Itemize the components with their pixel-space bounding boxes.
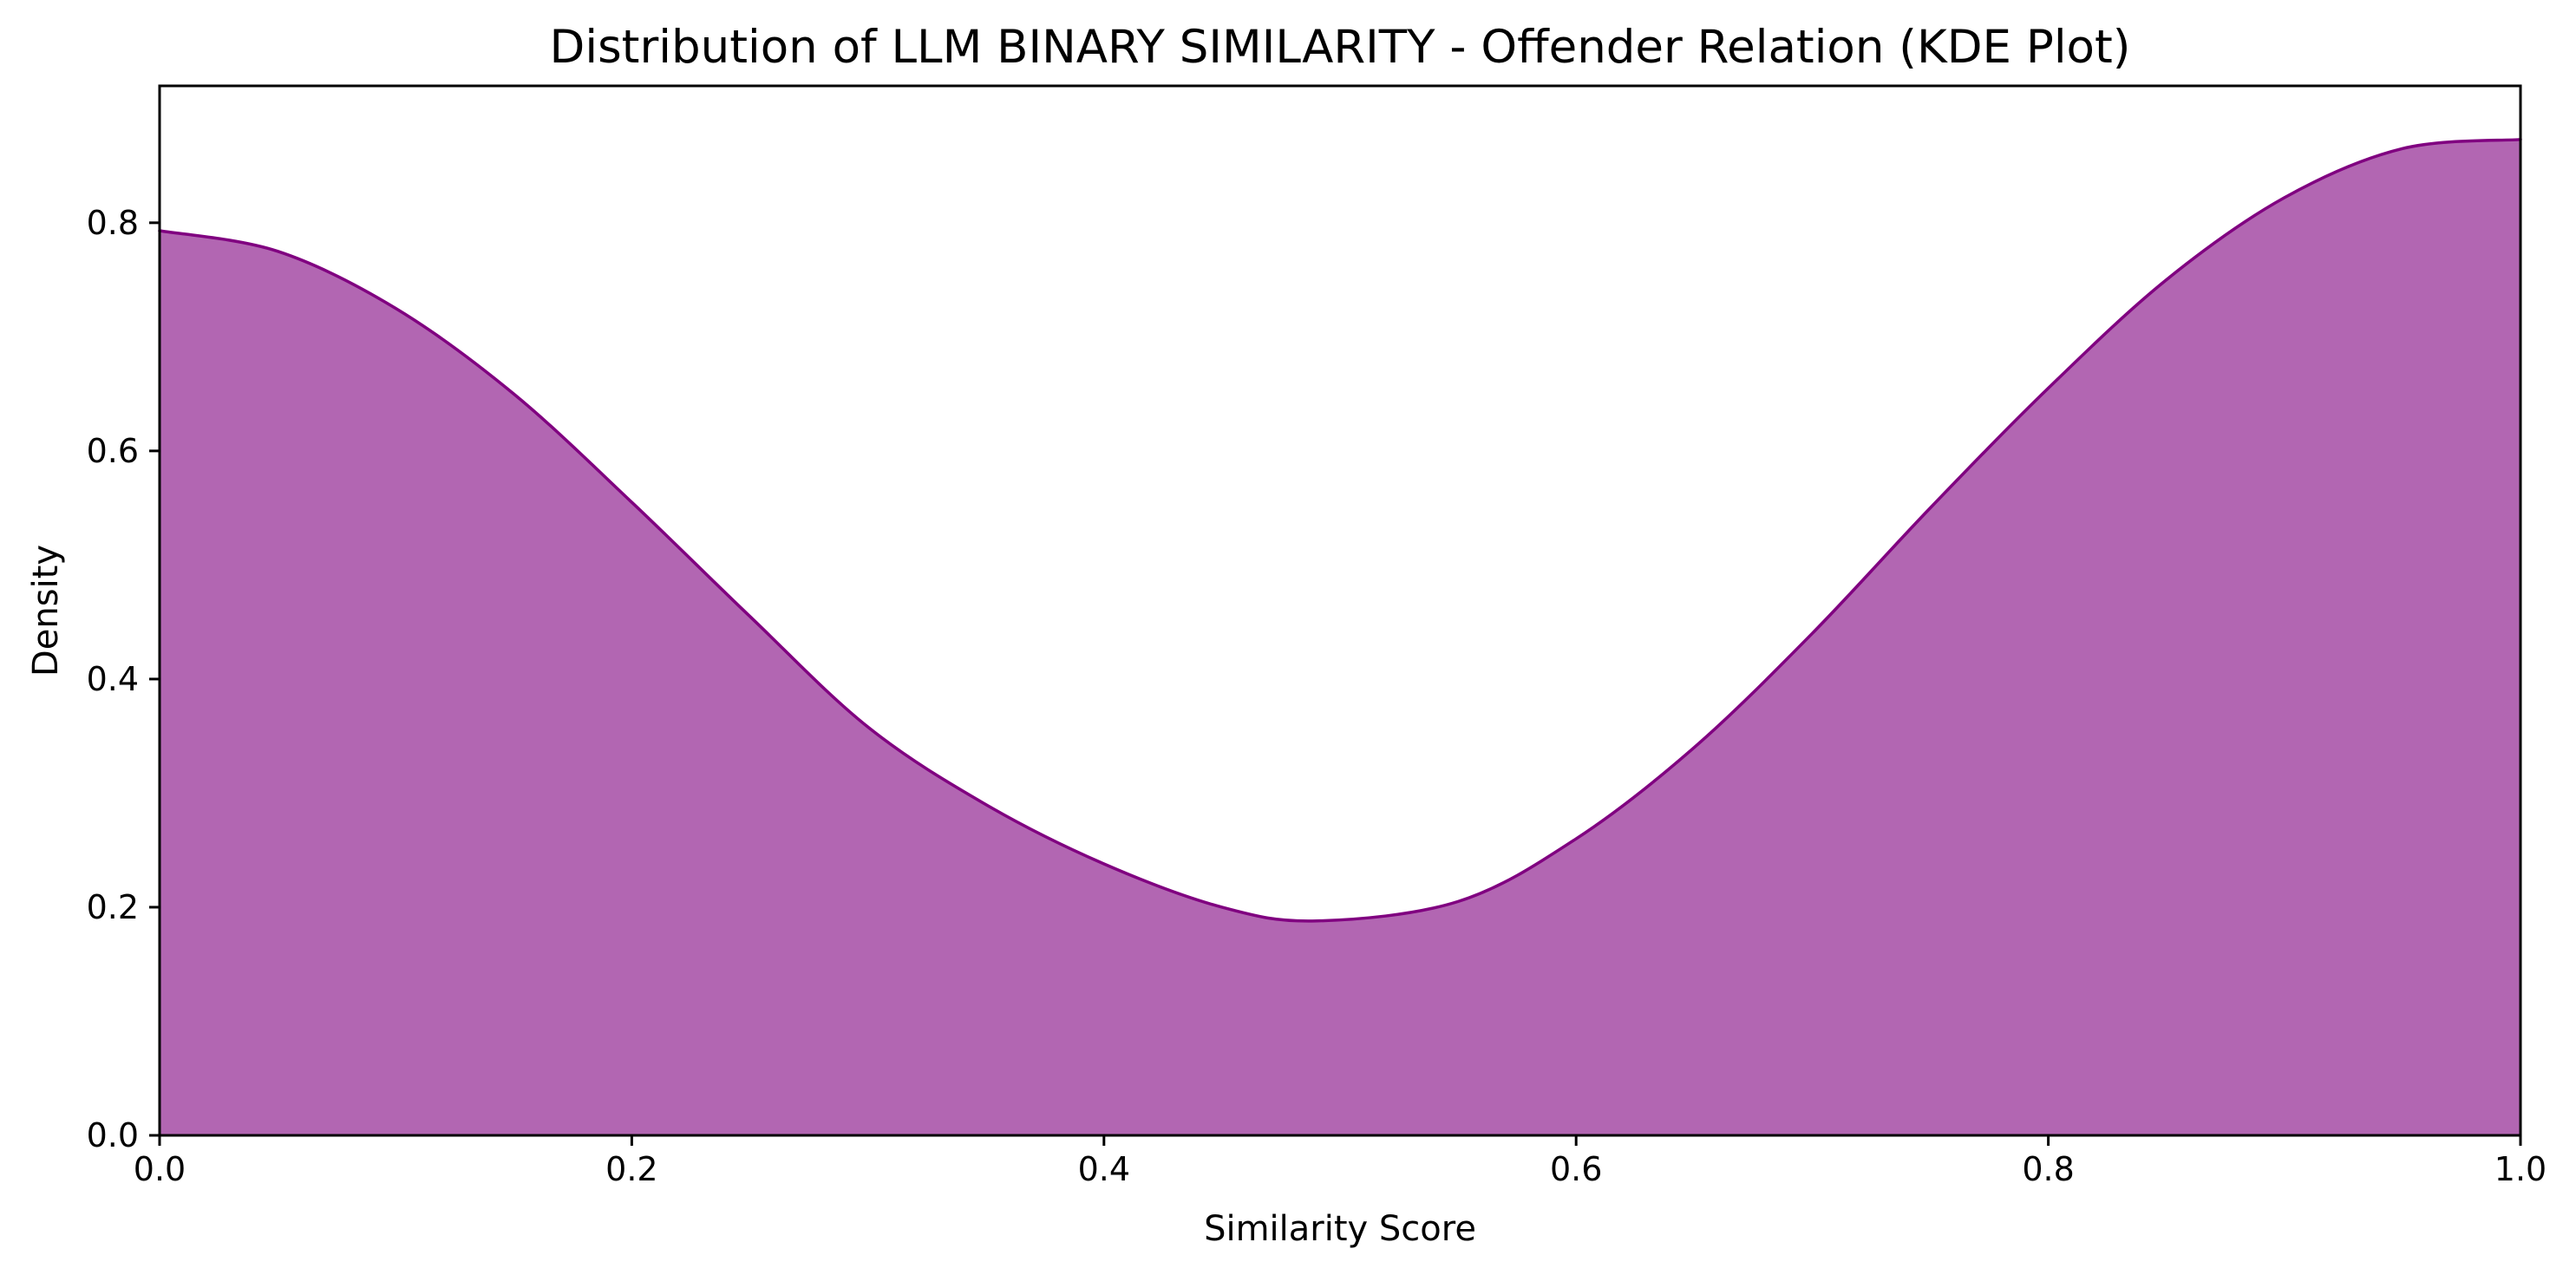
x-tick-label: 0.8 [2022,1150,2074,1188]
y-tick-label: 0.4 [87,660,139,698]
chart-title: Distribution of LLM BINARY SIMILARITY - … [550,21,2131,74]
x-axis-label: Similarity Score [1204,1209,1476,1249]
y-axis-label: Density [26,545,66,677]
x-tick-label: 0.2 [605,1150,657,1188]
x-tick-label: 0.0 [134,1150,186,1188]
y-tick-label: 0.0 [87,1116,139,1154]
x-axis: 0.0 0.2 0.4 0.6 0.8 1.0 [134,1135,2547,1188]
y-tick-label: 0.8 [87,204,139,242]
plot-frame [158,84,2522,1137]
x-tick-label: 0.4 [1078,1150,1130,1188]
density-area [160,139,2520,1136]
x-tick-label: 1.0 [2494,1150,2547,1188]
plot-area [158,138,2522,1136]
y-tick-label: 0.2 [87,888,139,926]
y-tick-label: 0.6 [87,432,139,470]
x-tick-label: 0.6 [1550,1150,1602,1188]
density-line [158,138,2522,923]
y-axis: 0.0 0.2 0.4 0.6 0.8 [87,204,160,1154]
